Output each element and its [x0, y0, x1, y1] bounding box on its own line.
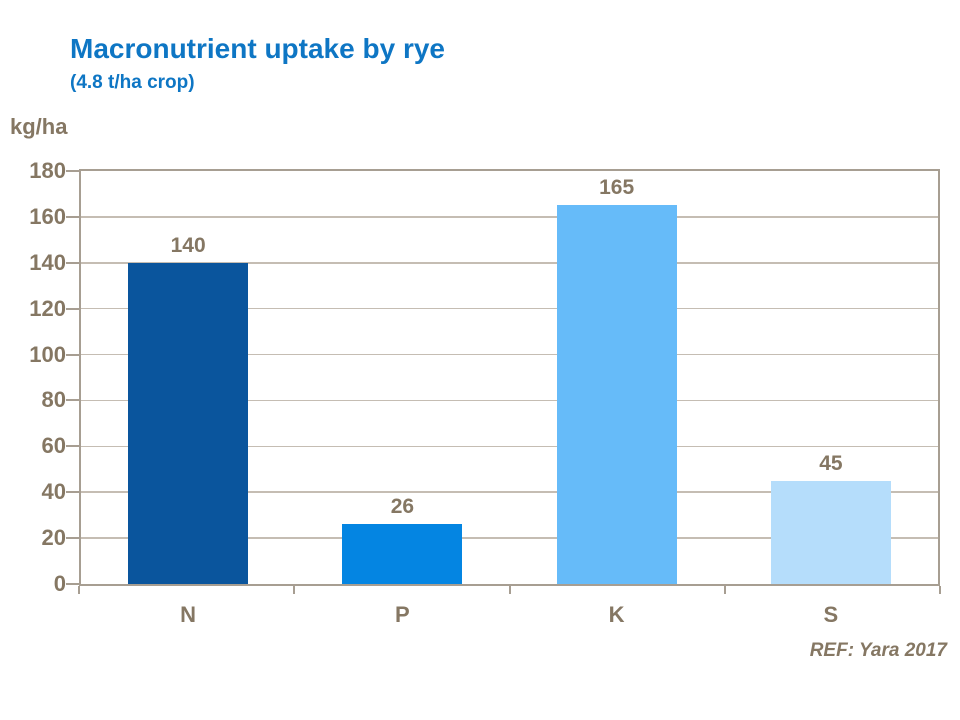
gridline-40	[81, 491, 938, 493]
value-label-K: 165	[599, 176, 635, 200]
y-tick-mark-140	[66, 261, 79, 264]
reference-note: REF: Yara 2017	[809, 640, 947, 661]
y-tick-label-80: 80	[41, 387, 66, 413]
bar-K	[556, 205, 677, 584]
x-tick-mark-4	[939, 586, 941, 594]
bar-N	[128, 262, 249, 584]
y-tick-mark-80	[66, 399, 79, 402]
gridline-120	[81, 307, 938, 310]
y-tick-mark-100	[66, 353, 79, 356]
y-tick-mark-0	[66, 583, 79, 585]
x-tick-mark-3	[723, 586, 726, 594]
value-label-N: 140	[170, 233, 206, 257]
x-axis-label-N: N	[180, 602, 197, 627]
y-tick-label-160: 160	[29, 203, 66, 229]
y-tick-mark-160	[66, 215, 79, 218]
y-tick-label-100: 100	[29, 341, 66, 367]
value-label-P: 26	[390, 495, 415, 519]
x-axis-label-S: S	[823, 602, 839, 627]
bar-S	[770, 480, 891, 584]
x-axis-label-K: K	[608, 602, 625, 627]
x-tick-mark-0	[78, 586, 80, 594]
y-tick-mark-40	[66, 491, 79, 494]
gridline-20	[81, 537, 938, 539]
y-tick-label-180: 180	[29, 158, 66, 183]
x-tick-mark-2	[508, 586, 511, 594]
gridline-80	[81, 399, 938, 402]
y-tick-mark-180	[66, 170, 79, 172]
y-tick-label-0: 0	[53, 571, 66, 596]
gridline-140	[81, 262, 938, 264]
gridline-60	[81, 445, 938, 448]
y-tick-mark-120	[66, 307, 79, 310]
y-tick-mark-20	[66, 537, 79, 540]
y-tick-mark-60	[66, 445, 79, 448]
chart-subtitle: (4.8 t/ha crop)	[70, 72, 195, 93]
plot-area	[79, 169, 940, 586]
y-tick-label-120: 120	[29, 295, 66, 321]
y-tick-label-140: 140	[29, 249, 66, 275]
chart-title: Macronutrient uptake by rye	[70, 33, 445, 64]
x-tick-mark-1	[293, 586, 296, 594]
x-axis-label-P: P	[395, 602, 410, 627]
value-label-S: 45	[819, 451, 843, 475]
gridline-160	[81, 216, 938, 218]
y-tick-label-60: 60	[41, 433, 66, 459]
y-tick-label-40: 40	[41, 479, 66, 505]
bar-P	[342, 524, 463, 584]
gridline-100	[81, 353, 938, 356]
y-axis-unit-label: kg/ha	[10, 114, 68, 139]
y-tick-label-20: 20	[41, 525, 66, 551]
